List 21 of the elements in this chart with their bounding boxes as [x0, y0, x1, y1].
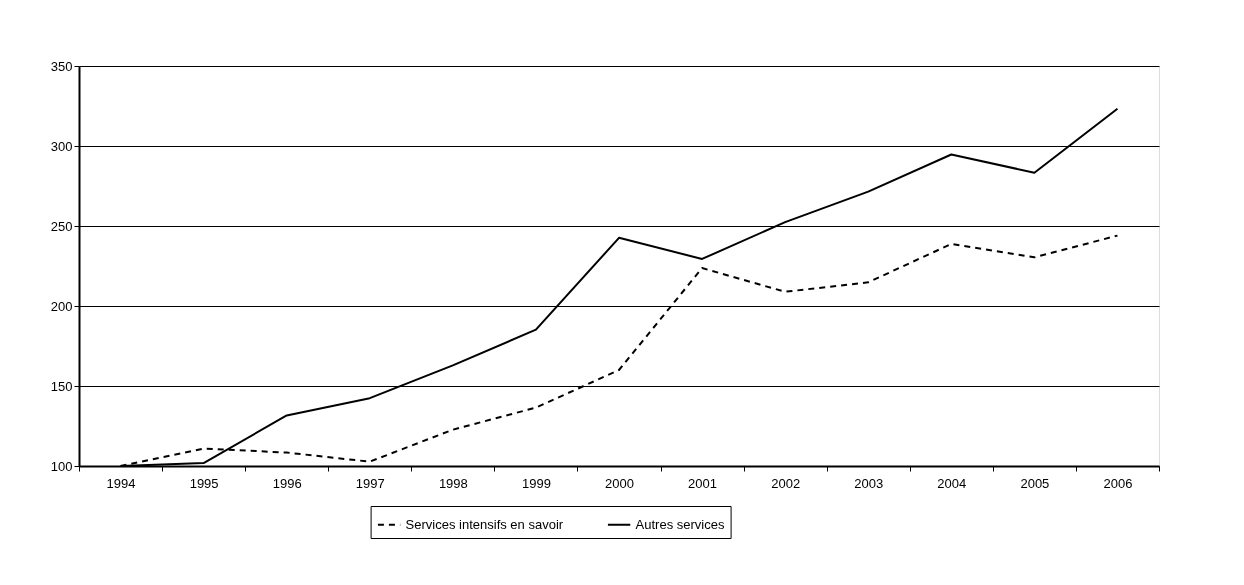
x-tick-label: 2003 — [854, 475, 884, 491]
x-tick-label: 1998 — [438, 475, 468, 491]
x-tick-label: 1997 — [355, 475, 385, 491]
x-tick-label: 2002 — [771, 475, 801, 491]
x-tick-label: 2006 — [1103, 475, 1133, 491]
x-tick-label: 1999 — [521, 475, 551, 491]
x-tick-label: 1994 — [106, 475, 136, 491]
y-tick-label: 150 — [50, 378, 73, 394]
x-tick-label: 2001 — [688, 475, 718, 491]
y-tick-label: 300 — [50, 138, 73, 154]
x-tick-label: 2005 — [1020, 475, 1050, 491]
y-tick-label: 200 — [50, 298, 73, 314]
legend-label: Autres services — [635, 516, 725, 532]
y-tick-label: 100 — [50, 458, 73, 474]
x-tick-label: 1996 — [272, 475, 302, 491]
y-tick-label: 250 — [50, 218, 73, 234]
x-tick-label: 2000 — [605, 475, 634, 491]
x-tick-label: 1995 — [189, 475, 219, 491]
y-tick-label: 350 — [50, 58, 73, 74]
legend-label: Services intensifs en savoir — [405, 516, 564, 532]
x-tick-label: 2004 — [937, 475, 967, 491]
